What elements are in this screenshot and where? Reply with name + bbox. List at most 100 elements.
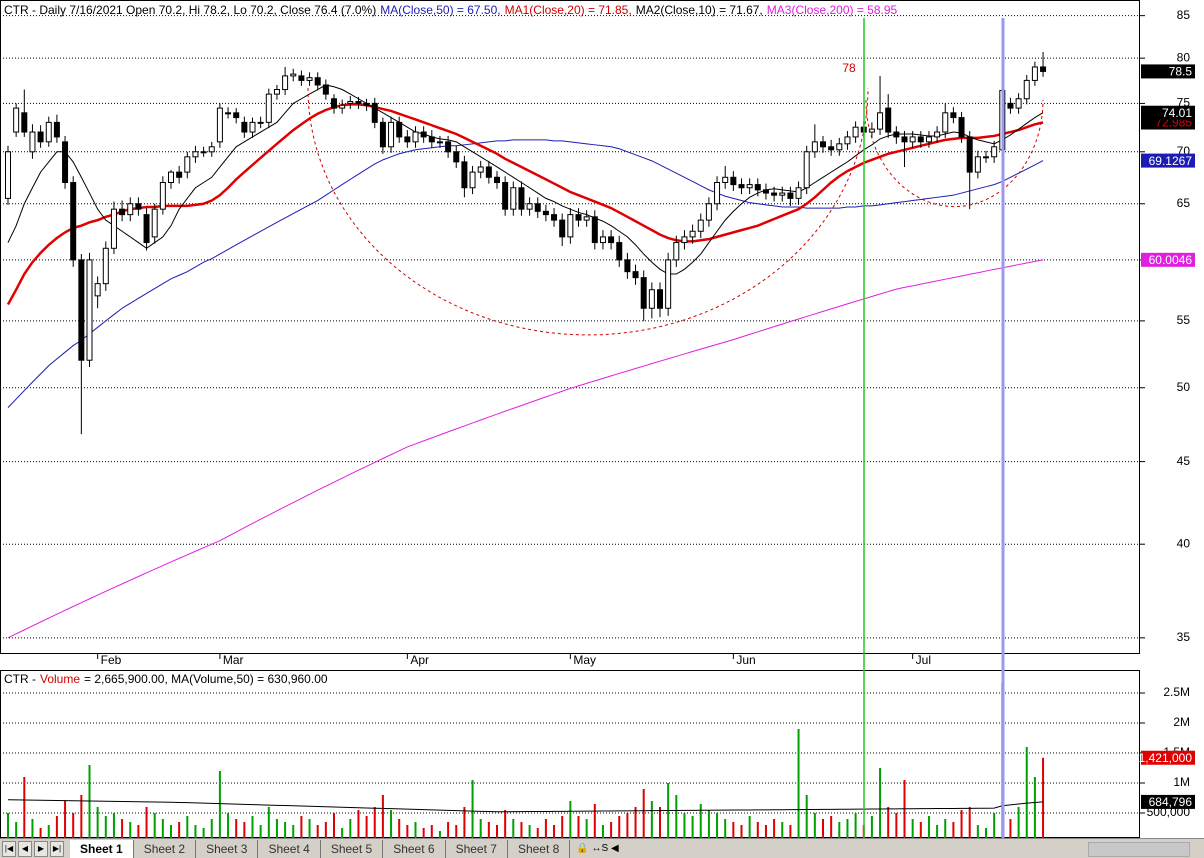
- volume-bar: [129, 822, 132, 838]
- y-tick-label: 35: [1177, 630, 1191, 644]
- nav-first[interactable]: |◀: [2, 840, 16, 857]
- x-tick-label: Feb: [101, 653, 122, 667]
- y-tick-label: 2M: [1173, 715, 1190, 729]
- candle-body: [844, 136, 851, 145]
- nav-last[interactable]: ▶|: [50, 840, 64, 857]
- sheet-tabs: |◀ ◀ ▶ ▶| Sheet 1 Sheet 2 Sheet 3 Sheet 4 Sh…: [0, 838, 1204, 858]
- volume-bar: [936, 825, 939, 838]
- handle-arc: [865, 99, 1044, 208]
- candle-body: [225, 112, 232, 115]
- candle-body: [94, 283, 101, 297]
- sheet-tab[interactable]: Sheet 2: [134, 839, 197, 858]
- close-label: 78.5: [1141, 64, 1195, 79]
- title-part: MA1(Close,20) = 71.85,: [505, 3, 632, 17]
- volume-bar: [846, 819, 849, 838]
- candle-body: [5, 151, 11, 199]
- cup-arc: [307, 87, 869, 336]
- candle-body: [542, 210, 549, 216]
- candle-body: [575, 214, 582, 221]
- sheet-tab[interactable]: Sheet 4: [258, 839, 321, 858]
- volume-bar: [618, 816, 621, 838]
- sheet-tab[interactable]: Sheet 6: [383, 839, 446, 858]
- sheet-tab[interactable]: Sheet 8: [508, 839, 571, 858]
- volume-bar: [707, 810, 710, 838]
- volume-bar: [887, 807, 890, 838]
- volume-bar: [822, 819, 824, 838]
- volume-bar: [357, 810, 360, 838]
- label-box-bg: [1141, 750, 1195, 765]
- volume-bar: [813, 813, 816, 838]
- sheet-tab[interactable]: Sheet 5: [321, 839, 384, 858]
- volume-bar: [47, 825, 50, 838]
- volume-plot: [0, 683, 1140, 838]
- volume-bar: [561, 816, 564, 838]
- candle-body: [934, 131, 941, 138]
- volume-bar: [528, 825, 531, 838]
- volume-bar: [944, 819, 947, 838]
- candle-body: [559, 219, 566, 238]
- volume-bar: [626, 813, 629, 838]
- scrollbar[interactable]: [1088, 842, 1190, 857]
- volume-title: CTR - Volume = 2,665,900.00, MA(Volume,50)…: [4, 672, 328, 686]
- lock-icon[interactable]: 🔒 ↔S ◀: [576, 843, 619, 854]
- volume-bar: [80, 795, 83, 838]
- x-tick-label: Apr: [410, 653, 429, 667]
- candle-body: [436, 141, 443, 144]
- volume-bar: [31, 819, 34, 838]
- volume-bar: [642, 789, 645, 838]
- volume-bar: [471, 780, 474, 838]
- volume-bar: [879, 768, 882, 838]
- candle-body: [974, 156, 981, 173]
- candle-body: [1007, 102, 1014, 109]
- volume-bar: [235, 819, 238, 838]
- volume-bar: [72, 813, 75, 838]
- volume-bar: [650, 801, 653, 838]
- volume-label: 1,421,000: [1139, 750, 1195, 765]
- candle-body: [779, 192, 786, 196]
- volume-bar: [104, 816, 107, 838]
- volume-bar: [161, 819, 164, 838]
- ma-label: 69.1267: [1141, 153, 1195, 168]
- volume-bar: [64, 801, 67, 838]
- volume-bar: [23, 777, 26, 838]
- candle-body: [282, 75, 289, 91]
- candle-body: [689, 230, 696, 238]
- candle-body: [176, 171, 183, 178]
- sheet-tab[interactable]: Sheet 1: [70, 839, 134, 858]
- volume-bar: [985, 828, 987, 838]
- ma-line: [6, 103, 1044, 306]
- candle-body: [567, 214, 574, 238]
- sheet-tab[interactable]: Sheet 7: [446, 839, 508, 858]
- volume-bar: [895, 813, 898, 838]
- nav-next[interactable]: ▶: [34, 840, 48, 857]
- volume-bar: [292, 825, 295, 838]
- candle-body: [852, 126, 859, 138]
- volume-bar: [210, 819, 213, 838]
- volume-bar: [365, 816, 368, 838]
- candle-body: [877, 112, 884, 130]
- volume-bar: [976, 825, 979, 838]
- volume-bar: [15, 822, 18, 838]
- tab-list: Sheet 1 Sheet 2 Sheet 3 Sheet 4 Sheet 5 Sheet…: [70, 839, 571, 858]
- volume-bar: [691, 816, 694, 838]
- candle-body: [445, 141, 452, 153]
- candle-body: [697, 219, 704, 232]
- volume-bar: [275, 819, 278, 838]
- candle-body: [469, 171, 476, 189]
- volume-bar: [740, 825, 743, 838]
- title-part: MA3(Close,200) = 58.95: [767, 3, 898, 17]
- sheet-tab[interactable]: Sheet 3: [196, 839, 259, 858]
- candle-body: [583, 216, 590, 221]
- volume-bar: [390, 810, 393, 838]
- volume-bar: [7, 813, 9, 838]
- volume-bar: [593, 804, 596, 838]
- nav-prev[interactable]: ◀: [18, 840, 32, 857]
- volume-bar: [373, 807, 376, 838]
- volume-bar: [96, 807, 99, 838]
- volume-bar: [544, 819, 547, 838]
- volume-bar: [145, 807, 148, 838]
- candle-body: [657, 289, 663, 309]
- candle-body: [983, 156, 989, 159]
- candle-body: [917, 136, 924, 143]
